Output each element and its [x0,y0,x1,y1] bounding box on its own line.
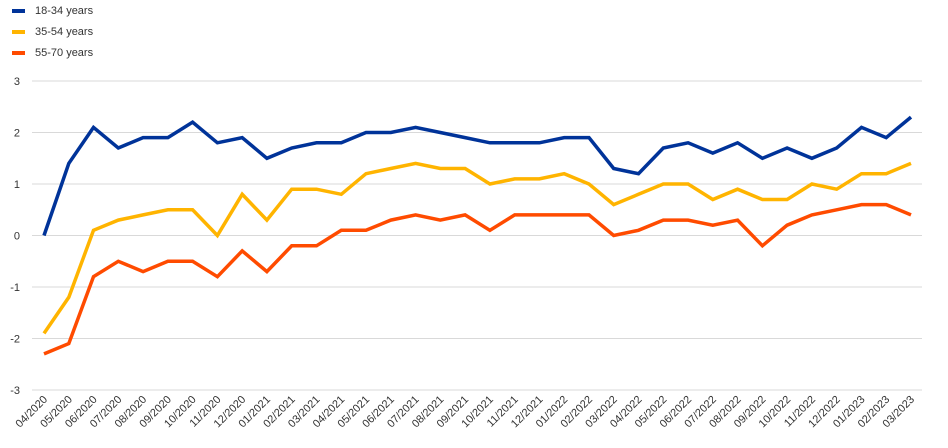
legend-swatch-18-34 [12,8,25,13]
legend-label-18-34: 18-34 years [35,4,94,17]
grid-lines [32,80,922,391]
y-tick-label: 0 [14,231,20,243]
series-line-2 [43,202,912,356]
legend-item-18-34: 18-34 years [12,0,93,21]
legend-item-35-54: 35-54 years [12,21,93,42]
series-line-0 [42,115,913,237]
y-tick-label: 3 [14,76,20,88]
series-line-1 [42,161,912,335]
y-tick-label: -3 [10,385,20,397]
y-tick-label: 2 [14,128,20,140]
y-tick-label: -2 [10,334,20,346]
legend-swatch-55-70 [12,50,25,55]
legend-label-55-70: 55-70 years [35,46,94,59]
x-axis-ticks: 04/202005/202006/202007/202008/202009/20… [14,394,918,431]
legend: 18-34 years 35-54 years 55-70 years [12,0,93,63]
legend-swatch-35-54 [12,29,25,34]
series-lines [42,115,913,356]
y-tick-label: 1 [14,179,20,191]
y-tick-label: -1 [10,282,20,294]
legend-label-35-54: 35-54 years [35,25,94,38]
legend-item-55-70: 55-70 years [12,42,93,63]
y-axis-ticks: -3 -2 -1 0 1 2 3 [10,76,20,397]
